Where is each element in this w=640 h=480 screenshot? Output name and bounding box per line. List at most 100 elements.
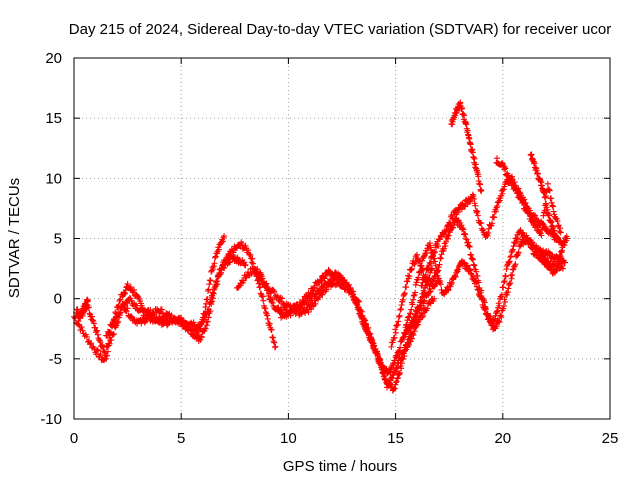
data-point [495,318,502,325]
data-point [110,331,117,338]
data-point [269,299,276,306]
data-point [198,334,205,341]
x-tick-label: 15 [387,430,404,447]
data-point [152,314,159,321]
data-point [404,278,411,285]
data-point [104,352,111,359]
data-point [374,351,381,358]
data-point [499,159,506,166]
data-point [410,296,417,303]
data-point [120,300,127,307]
data-point [396,347,403,354]
data-point [472,202,479,209]
data-point [101,349,108,356]
data-point [271,339,278,346]
data-point [409,323,416,330]
data-point [410,320,417,327]
data-point [460,226,467,233]
data-point [242,274,249,281]
data-point [445,286,452,293]
data-point [414,305,421,312]
data-point [435,243,442,250]
data-point [502,298,509,305]
data-point [420,293,427,300]
data-point [361,322,368,329]
data-point [249,255,256,262]
data-point [207,298,214,305]
data-point [478,220,485,227]
data-point [271,288,278,295]
data-point [508,249,515,256]
data-point [453,267,460,274]
data-point [502,165,509,172]
data-point [124,305,131,312]
data-point [396,371,403,378]
data-point [461,230,468,237]
data-point [209,289,216,296]
data-point [212,281,219,288]
data-point [506,179,513,186]
data-point [396,313,403,320]
data-point [473,278,480,285]
data-point [205,306,212,313]
data-point [426,299,433,306]
data-point [475,279,482,286]
data-point [412,314,419,321]
data-point [274,293,281,300]
data-point [466,198,473,205]
data-point [546,187,553,194]
data-point [86,310,93,317]
data-point [312,291,319,298]
data-point [501,164,508,171]
data-point [207,277,214,284]
data-point [394,321,401,328]
data-point [83,333,90,340]
data-point [442,243,449,250]
data-point [269,334,276,341]
data-point [269,296,276,303]
data-point [395,318,402,325]
data-point [492,208,499,215]
data-point [515,236,522,243]
data-point [302,297,309,304]
data-point [257,284,264,291]
data-point [502,273,509,280]
data-point [528,218,535,225]
data-point [411,315,418,322]
data-point [484,232,491,239]
data-point [269,334,276,341]
data-point [255,271,262,278]
data-point [397,306,404,313]
data-point [369,339,376,346]
data-point [426,285,433,292]
data-point [513,235,520,242]
data-point [365,330,372,337]
data-point [513,186,520,193]
data-point [114,320,121,327]
x-tick-label: 25 [602,430,619,447]
data-point [239,241,246,248]
y-tick-label: 20 [45,50,62,67]
data-point [500,279,507,286]
data-point [347,284,354,291]
data-point [444,233,451,240]
data-point [504,289,511,296]
data-point [395,348,402,355]
data-point [138,305,145,312]
data-point [502,272,509,279]
data-point [278,295,285,302]
data-point [420,276,427,283]
data-point [508,275,515,282]
data-point [97,351,104,358]
data-point [353,298,360,305]
data-point [485,229,492,236]
data-point [507,253,514,260]
data-point [416,269,423,276]
data-point [288,308,295,315]
data-point [437,281,444,288]
data-point [549,203,556,210]
data-point [92,324,99,331]
data-point [491,214,498,221]
data-point [430,276,437,283]
